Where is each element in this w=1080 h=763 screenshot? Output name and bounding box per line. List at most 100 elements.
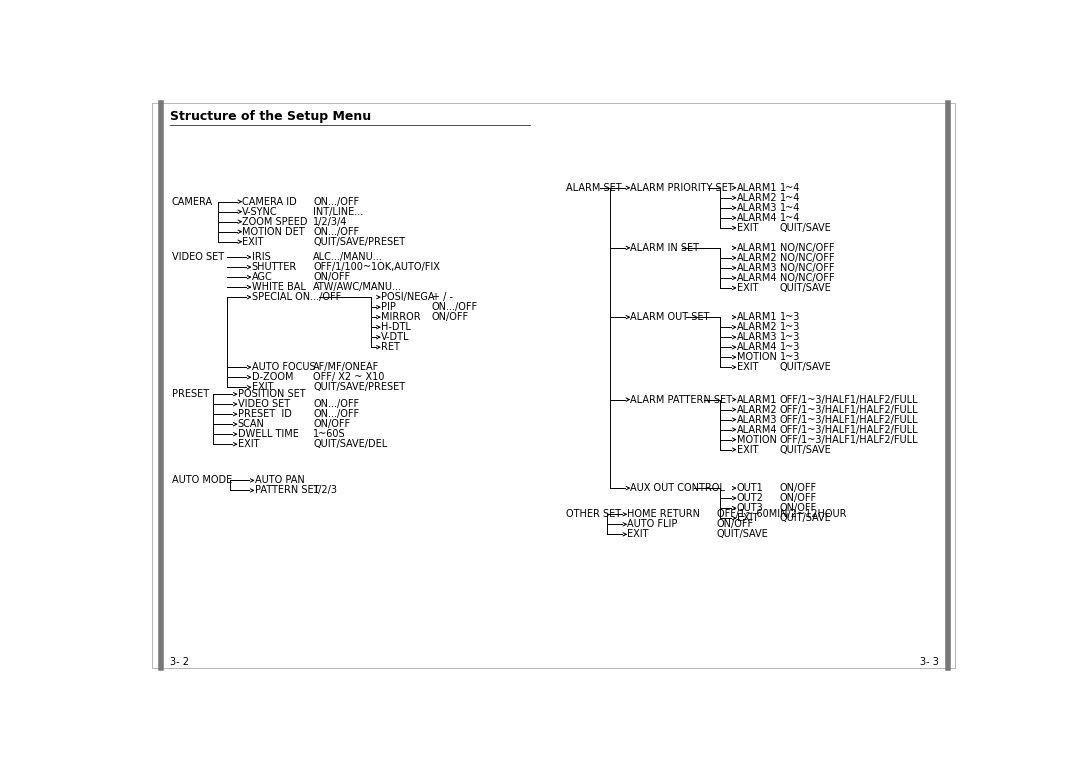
Text: EXIT: EXIT [737, 283, 758, 293]
Text: SHUTTER: SHUTTER [252, 262, 297, 272]
Text: VIDEO SET: VIDEO SET [238, 399, 289, 409]
Text: INT/LINE...: INT/LINE... [313, 207, 364, 217]
Text: QUIT/SAVE: QUIT/SAVE [780, 362, 832, 372]
Text: 1/2/3: 1/2/3 [312, 485, 337, 495]
Text: ON/OFF: ON/OFF [780, 483, 816, 493]
Text: ALARM IN SET: ALARM IN SET [631, 243, 700, 253]
Text: Structure of the Setup Menu: Structure of the Setup Menu [170, 111, 372, 124]
Text: D-ZOOM: D-ZOOM [252, 372, 293, 382]
Text: ON/OFF: ON/OFF [313, 272, 350, 282]
Text: NO/NC/OFF: NO/NC/OFF [780, 243, 835, 253]
Text: ALARM3: ALARM3 [737, 332, 778, 342]
Text: QUIT/SAVE: QUIT/SAVE [717, 530, 769, 539]
Text: ALARM1: ALARM1 [737, 394, 778, 404]
Text: POSITION SET: POSITION SET [238, 389, 306, 399]
Text: AGC: AGC [252, 272, 272, 282]
Text: ALC.../MANU...: ALC.../MANU... [313, 252, 383, 262]
Text: ON/OFF: ON/OFF [780, 493, 816, 503]
Text: ALARM PATTERN SET: ALARM PATTERN SET [631, 394, 732, 404]
Text: ON.../OFF: ON.../OFF [313, 197, 360, 207]
Text: ALARM3: ALARM3 [737, 203, 778, 213]
Text: EXIT: EXIT [737, 445, 758, 455]
Text: ALARM4: ALARM4 [737, 424, 778, 435]
Text: OFF/1~ 60MIN/2~12HOUR: OFF/1~ 60MIN/2~12HOUR [717, 509, 847, 520]
Text: ALARM3: ALARM3 [737, 414, 778, 424]
Text: ALARM1: ALARM1 [737, 183, 778, 193]
Text: MOTION: MOTION [737, 353, 777, 362]
Text: SPECIAL ON.../OFF: SPECIAL ON.../OFF [252, 292, 341, 302]
Text: EXIT: EXIT [238, 439, 259, 449]
Text: ON/OFF: ON/OFF [780, 503, 816, 513]
Text: IRIS: IRIS [252, 252, 270, 262]
Text: ALARM4: ALARM4 [737, 213, 778, 223]
Text: ON/OFF: ON/OFF [313, 419, 350, 430]
Text: ON.../OFF: ON.../OFF [313, 399, 360, 409]
Text: QUIT/SAVE: QUIT/SAVE [780, 223, 832, 233]
Text: EXIT: EXIT [737, 362, 758, 372]
Text: PRESET: PRESET [172, 389, 208, 399]
Text: OFF/1/100~1OK,AUTO/FIX: OFF/1/100~1OK,AUTO/FIX [313, 262, 441, 272]
Text: NO/NC/OFF: NO/NC/OFF [780, 273, 835, 283]
Text: NO/NC/OFF: NO/NC/OFF [780, 253, 835, 263]
Text: EXIT: EXIT [737, 513, 758, 523]
Text: ALARM2: ALARM2 [737, 193, 778, 203]
Text: CAMERA: CAMERA [172, 197, 213, 207]
Text: SCAN: SCAN [238, 419, 265, 430]
Text: QUIT/SAVE: QUIT/SAVE [780, 283, 832, 293]
Text: OFF/1~3/HALF1/HALF2/FULL: OFF/1~3/HALF1/HALF2/FULL [780, 424, 918, 435]
Text: ON.../OFF: ON.../OFF [432, 302, 478, 312]
Text: AUTO PAN: AUTO PAN [255, 475, 305, 485]
Text: ON/OFF: ON/OFF [432, 312, 469, 322]
Text: ALARM4: ALARM4 [737, 273, 778, 283]
Text: EXIT: EXIT [737, 223, 758, 233]
Text: OFF/1~3/HALF1/HALF2/FULL: OFF/1~3/HALF1/HALF2/FULL [780, 394, 918, 404]
Text: OUT1: OUT1 [737, 483, 764, 493]
Text: QUIT/SAVE/PRESET: QUIT/SAVE/PRESET [313, 382, 405, 392]
Text: 3- 2: 3- 2 [170, 657, 189, 667]
Text: MOTION DET: MOTION DET [242, 227, 305, 237]
Text: 1~3: 1~3 [780, 312, 800, 322]
Text: ALARM OUT SET: ALARM OUT SET [631, 312, 710, 322]
Text: ALARM2: ALARM2 [737, 322, 778, 332]
Text: CAMERA ID: CAMERA ID [242, 197, 297, 207]
Text: 1~60S: 1~60S [313, 430, 346, 439]
Text: ALARM2: ALARM2 [737, 253, 778, 263]
Text: AF/MF/ONEAF: AF/MF/ONEAF [313, 362, 379, 372]
Text: OFF/1~3/HALF1/HALF2/FULL: OFF/1~3/HALF1/HALF2/FULL [780, 414, 918, 424]
Text: OTHER SET: OTHER SET [566, 509, 621, 520]
Text: PRESET  ID: PRESET ID [238, 409, 292, 419]
Text: ALARM PRIORITY SET: ALARM PRIORITY SET [631, 183, 734, 193]
Text: V-SYNC: V-SYNC [242, 207, 278, 217]
Text: ALARM SET: ALARM SET [566, 183, 621, 193]
Text: AUTO FOCUS: AUTO FOCUS [252, 362, 315, 372]
Text: VIDEO SET: VIDEO SET [172, 252, 224, 262]
Text: ALARM2: ALARM2 [737, 404, 778, 414]
Text: PATTERN SET: PATTERN SET [255, 485, 320, 495]
Text: ZOOM SPEED: ZOOM SPEED [242, 217, 308, 227]
Text: OFF/ X2 ~ X10: OFF/ X2 ~ X10 [313, 372, 384, 382]
Text: + / -: + / - [432, 292, 453, 302]
Text: 1~3: 1~3 [780, 322, 800, 332]
Text: 1~4: 1~4 [780, 203, 800, 213]
Text: RET: RET [381, 342, 400, 353]
Text: QUIT/SAVE: QUIT/SAVE [780, 513, 832, 523]
Text: H-DTL: H-DTL [381, 322, 410, 332]
Text: NO/NC/OFF: NO/NC/OFF [780, 263, 835, 273]
Text: PIP: PIP [381, 302, 396, 312]
Text: 1~3: 1~3 [780, 342, 800, 353]
Text: OFF/1~3/HALF1/HALF2/FULL: OFF/1~3/HALF1/HALF2/FULL [780, 404, 918, 414]
Text: EXIT: EXIT [242, 237, 264, 246]
Text: AUTO FLIP: AUTO FLIP [627, 520, 678, 530]
Text: 1/2/3/4: 1/2/3/4 [313, 217, 348, 227]
Text: POSI/NEGA: POSI/NEGA [381, 292, 434, 302]
Text: ON.../OFF: ON.../OFF [313, 409, 360, 419]
Text: 1~4: 1~4 [780, 193, 800, 203]
Text: DWELL TIME: DWELL TIME [238, 430, 299, 439]
Text: V-DTL: V-DTL [381, 332, 409, 342]
Text: WHITE BAL: WHITE BAL [252, 282, 306, 292]
Text: EXIT: EXIT [627, 530, 649, 539]
Text: ALARM4: ALARM4 [737, 342, 778, 353]
Text: AUTO MODE: AUTO MODE [172, 475, 232, 485]
Text: 3- 3: 3- 3 [920, 657, 939, 667]
Text: ALARM3: ALARM3 [737, 263, 778, 273]
